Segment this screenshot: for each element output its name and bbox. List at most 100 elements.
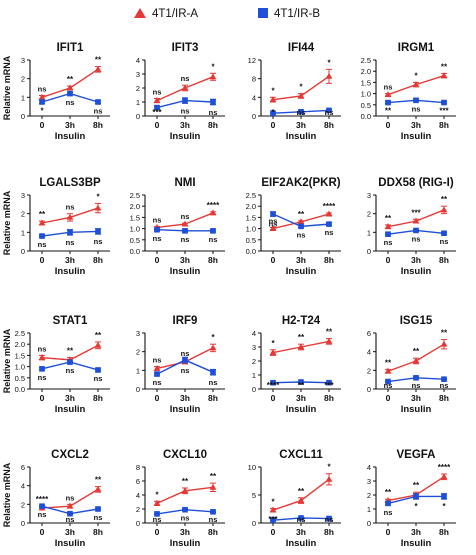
point-triangle [325,72,333,79]
y-tick-label: 8 [252,75,256,84]
y-tick-label: 1 [367,505,371,514]
x-tick-label: 8h [93,120,103,130]
x-tick-label: 8h [324,527,334,537]
x-tick-label: 8h [439,255,449,265]
significance-label: ns [297,230,306,239]
significance-label: **** [267,381,280,390]
point-square [154,371,160,377]
point-square [441,376,447,382]
point-square [298,223,304,230]
significance-label: ns [384,381,393,390]
point-triangle [297,343,305,350]
y-tick-label: 0 [367,519,371,528]
panel-title: EIF2AK2(PKR) [261,177,340,189]
y-axis-label: Relative mRNA [2,462,12,527]
significance-label: ns [325,515,334,524]
y-tick-label: 0 [21,112,25,121]
point-triangle [153,97,161,103]
x-axis-label: Insulin [401,266,432,277]
x-tick-label: 8h [324,120,334,130]
y-tick-label: 0.0 [130,247,140,256]
x-tick-label: 0 [386,393,391,403]
y-tick-label: 1 [21,93,25,102]
x-tick-label: 8h [208,527,218,537]
significance-label: * [327,463,331,472]
y-tick-label: 2 [136,348,140,357]
panel-title: NMI [174,177,195,189]
significance-label: ns [66,493,75,502]
panel-title: IFIT1 [57,42,84,54]
significance-label: ns [66,203,75,212]
point-square [154,104,160,111]
series-ir-b: **** ** *** [267,379,335,390]
significance-label: ns [209,515,218,524]
significance-label: ** [413,481,420,490]
point-triangle [384,367,392,374]
significance-label: ns [181,366,190,375]
significance-label: ** [441,329,448,338]
series-ir-b: ns ns ns [153,356,218,387]
x-tick-label: 0 [40,527,45,537]
y-tick-label: 4 [252,93,256,102]
point-square [326,221,332,227]
point-triangle [412,217,420,224]
series-ir-b: ns ns ns [38,359,103,383]
point-triangle [297,218,305,225]
series-ir-a: * * * [269,58,333,103]
point-triangle [297,92,305,99]
panel-title: VEGFA [397,449,436,461]
x-tick-label: 8h [208,393,218,403]
point-triangle [66,84,74,91]
x-tick-label: 0 [155,255,160,265]
x-axis-label: Insulin [286,404,317,415]
significance-label: * [40,106,44,115]
significance-label: ns [153,88,162,97]
x-tick-label: 3h [65,527,75,537]
point-square [326,107,332,114]
significance-label: ns [38,373,47,382]
significance-label: ns [94,374,103,383]
y-tick-label: 0.0 [246,247,256,256]
y-tick-label: 0 [367,247,371,256]
y-axis-label: Relative mRNA [2,328,12,393]
y-tick-label: 2.0 [15,340,25,349]
y-tick-label: 2 [21,210,25,219]
significance-label: ns [209,378,218,387]
x-axis-label: Insulin [286,131,317,142]
x-tick-label: 0 [155,393,160,403]
significance-label: *** [411,208,421,217]
point-square [182,506,188,513]
x-tick-label: 0 [40,393,45,403]
x-tick-label: 8h [208,120,218,130]
x-tick-label: 0 [271,527,276,537]
point-square [95,367,101,373]
point-triangle [325,337,333,344]
series-ir-b: * ns ns [270,107,333,117]
x-tick-label: 3h [411,393,421,403]
y-axis-label: Relative mRNA [2,55,12,120]
significance-label: ns [181,212,190,221]
point-square [39,366,45,372]
point-square [413,227,419,234]
point-triangle [66,213,74,220]
x-axis-label: Insulin [401,404,432,415]
point-square [39,503,45,509]
point-square [67,510,73,517]
point-square [298,109,304,115]
legend-triangle-marker [134,8,146,18]
y-tick-label: 0 [136,385,140,394]
y-tick-label: 0.5 [130,236,140,245]
significance-label: ** [298,210,305,219]
significance-label: ns [209,235,218,244]
significance-label: **** [207,201,220,210]
significance-label: ** [210,472,217,481]
x-tick-label: 8h [93,527,103,537]
y-tick-label: 0 [136,519,140,528]
significance-label: *** [268,515,278,524]
x-tick-label: 0 [271,393,276,403]
significance-label: **** [36,495,49,504]
point-square [385,500,391,507]
x-tick-label: 0 [271,255,276,265]
panel-lgals3bp: LGALS3BP 0 1 2 3 0 3h 8h Insulin Relative mRNA ** n… [2,177,110,277]
